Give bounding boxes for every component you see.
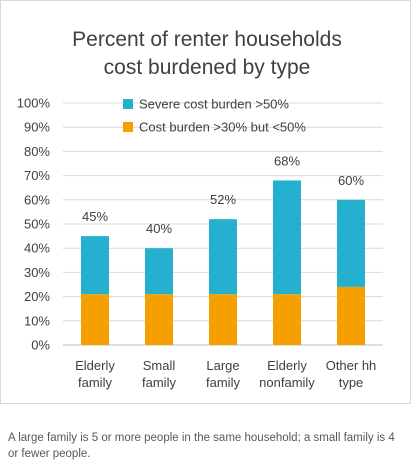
y-tick-label: 40% [24,241,50,256]
y-tick-label: 20% [24,289,50,304]
bar-segment-cost-burden [337,286,365,345]
y-tick-label: 0% [31,338,50,353]
legend-swatch [123,99,133,109]
bar-segment-cost-burden [81,294,109,345]
y-tick-label: 10% [24,313,50,328]
chart-panel: Percent of renter households cost burden… [0,0,411,404]
bar-segment-severe-cost-burden [273,180,301,295]
bar-segment-cost-burden [209,294,237,345]
y-tick-label: 70% [24,168,50,183]
footnote: A large family is 5 or more people in th… [8,432,395,460]
legend: Severe cost burden >50% Cost burden >30% … [123,97,306,135]
bar-segment-severe-cost-burden [81,236,109,295]
x-category-label: family [206,375,240,390]
bar-segment-cost-burden [145,294,173,345]
bar-segment-severe-cost-burden [337,199,365,287]
y-tick-label: 90% [24,120,50,135]
y-tick-label: 50% [24,217,50,232]
bar-segment-severe-cost-burden [209,219,237,295]
chart-title-line-1: Percent of renter households [72,28,342,51]
x-category-label: family [142,375,176,390]
bar-segment-severe-cost-burden [145,248,173,295]
data-label-total: 40% [146,221,172,236]
y-tick-label: 80% [24,144,50,159]
data-label-total: 68% [274,153,300,168]
chart-title-line-2: cost burdened by type [104,56,311,79]
legend-swatch [123,122,133,132]
bars [81,180,365,345]
x-category-label: Other hh [326,358,377,373]
data-labels: 45% 40% 52% 68% 60% [82,153,364,236]
y-tick-label: 30% [24,265,50,280]
x-category-label: Large [206,358,239,373]
x-category-label: family [78,375,112,390]
x-category-label: Elderly [267,358,307,373]
y-tick-label: 60% [24,192,50,207]
y-axis: 0% 10% 20% 30% 40% 50% 60% 70% 80% 90% 100% [17,96,383,353]
x-category-label: type [339,375,364,390]
bar-segment-cost-burden [273,294,301,345]
data-label-total: 60% [338,173,364,188]
chart-svg: Percent of renter households cost burden… [17,28,383,390]
x-category-label: nonfamily [259,375,315,390]
data-label-total: 52% [210,192,236,207]
legend-label: Severe cost burden >50% [139,97,289,112]
x-category-label: Small [143,358,176,373]
data-label-total: 45% [82,209,108,224]
y-tick-label: 100% [17,96,51,111]
x-axis: Elderly family Small family Large family Elder… [75,358,376,390]
legend-label: Cost burden >30% but <50% [139,120,306,135]
x-category-label: Elderly [75,358,115,373]
